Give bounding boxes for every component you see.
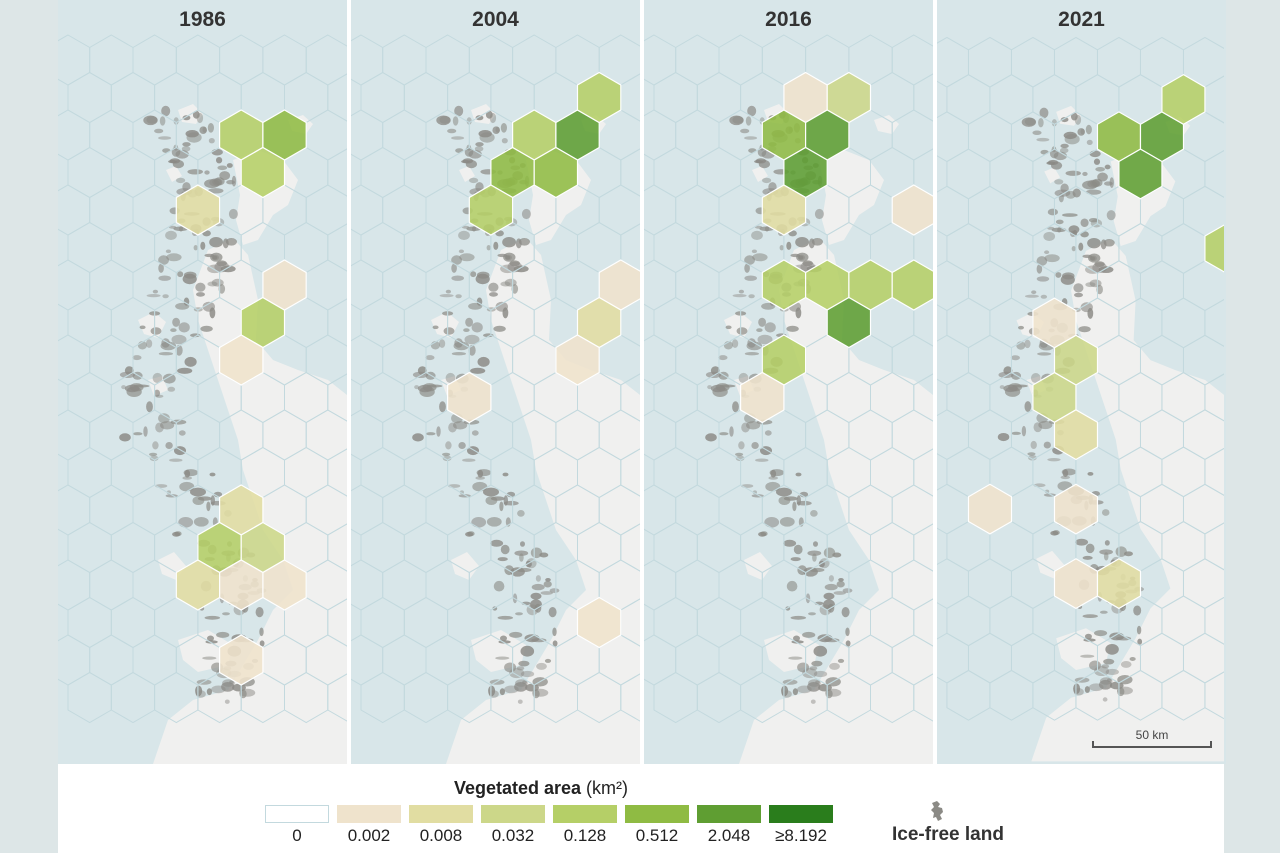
legend-swatch xyxy=(625,805,689,823)
vegetation-hex xyxy=(219,559,264,611)
panel-year-title: 2004 xyxy=(472,8,519,31)
vegetation-hex xyxy=(533,146,579,199)
map-panel-2004: 2004 xyxy=(351,0,640,764)
island xyxy=(138,312,166,338)
legend-title: Vegetated area (km²) xyxy=(58,778,1024,799)
vegetation-hex xyxy=(826,296,872,349)
vegetation-hex xyxy=(1096,558,1142,610)
island xyxy=(451,552,479,580)
map-panel-1986: 1986 xyxy=(58,0,347,764)
island xyxy=(459,166,475,182)
vegetation-hex xyxy=(739,371,785,424)
vegetation-hexes xyxy=(446,71,640,649)
vegetation-hex xyxy=(446,371,492,424)
panel-divider xyxy=(640,0,644,764)
island xyxy=(724,312,752,338)
island xyxy=(752,166,768,182)
legend-swatch xyxy=(553,805,617,823)
peninsula-land xyxy=(1031,238,1224,762)
legend-class-label: 0.032 xyxy=(491,826,535,845)
vegetation-hex xyxy=(761,184,807,236)
island xyxy=(874,115,899,134)
legend-class-label: 2.048 xyxy=(707,826,751,845)
legend-class-label: 0 xyxy=(292,826,302,845)
legend-swatch xyxy=(337,805,401,823)
map-panels: 1986 2004 2016 2021 xyxy=(58,0,1226,764)
land-layer xyxy=(431,104,640,764)
scale-bar-line xyxy=(1092,746,1212,748)
ice-free-land-label: Ice-free land xyxy=(892,824,1004,845)
vegetation-hex xyxy=(240,146,286,199)
legend-swatch xyxy=(409,805,473,823)
legend: Vegetated area (km²) 0 0.002 0.008 0.032 0.1… xyxy=(58,764,1224,853)
panel-year-title: 1986 xyxy=(179,8,226,31)
panel-year-title: 2021 xyxy=(1058,8,1105,31)
island xyxy=(166,166,182,182)
map-svg xyxy=(351,34,640,764)
vegetation-hex xyxy=(1053,409,1099,461)
island xyxy=(744,552,772,580)
map-svg xyxy=(644,34,933,764)
vegetation-hex xyxy=(1053,483,1099,535)
legend-swatch xyxy=(481,805,545,823)
land-layer xyxy=(1016,105,1224,762)
island xyxy=(431,312,459,338)
ice-free-land-icon xyxy=(931,801,943,821)
vegetation-hex xyxy=(219,634,264,686)
legend-class-label: 0.128 xyxy=(563,826,607,845)
panel-year-title: 2016 xyxy=(765,8,812,31)
peninsula-land xyxy=(739,238,933,764)
vegetation-hex xyxy=(1161,73,1206,125)
scale-bar-label: 50 km xyxy=(1135,728,1169,742)
map-svg xyxy=(58,34,347,764)
legend-class-label: 0.002 xyxy=(347,826,391,845)
legend-class-label: ≥8.192 xyxy=(775,826,827,845)
vegetation-hex xyxy=(576,596,622,649)
vegetation-hex xyxy=(468,184,514,236)
legend-class-label: 0.512 xyxy=(635,826,679,845)
vegetation-hex xyxy=(1118,148,1163,200)
vegetation-hex xyxy=(219,334,264,386)
vegetation-hexes xyxy=(739,71,933,424)
vegetation-hexes xyxy=(175,109,307,686)
northern-land xyxy=(819,150,884,245)
island xyxy=(148,376,168,396)
vegetation-hex xyxy=(967,483,1013,535)
island xyxy=(1044,167,1061,184)
legend-swatch xyxy=(265,805,329,823)
panel-divider xyxy=(347,0,351,764)
scale-bar: 50 km xyxy=(1092,728,1212,750)
vegetation-hexes xyxy=(967,73,1224,610)
peninsula-land xyxy=(153,238,347,764)
legend-swatch xyxy=(769,805,833,823)
legend-unit: (km²) xyxy=(586,778,629,798)
vegetation-hex xyxy=(262,259,307,311)
land-layer xyxy=(724,104,933,764)
panel-divider xyxy=(933,0,937,764)
vegetation-hex xyxy=(576,71,622,124)
map-panel-2016: 2016 xyxy=(644,0,933,764)
vegetation-hex xyxy=(1204,224,1224,273)
vegetation-hex xyxy=(891,184,933,236)
legend-title-text: Vegetated area xyxy=(453,778,582,798)
legend-class-label: 0.008 xyxy=(419,826,463,845)
map-svg xyxy=(937,36,1224,762)
map-panel-2021: 2021 xyxy=(937,0,1226,764)
vegetation-hex xyxy=(555,334,600,386)
vegetation-hex xyxy=(891,259,933,311)
vegetation-hex xyxy=(175,184,221,236)
legend-swatch xyxy=(697,805,761,823)
